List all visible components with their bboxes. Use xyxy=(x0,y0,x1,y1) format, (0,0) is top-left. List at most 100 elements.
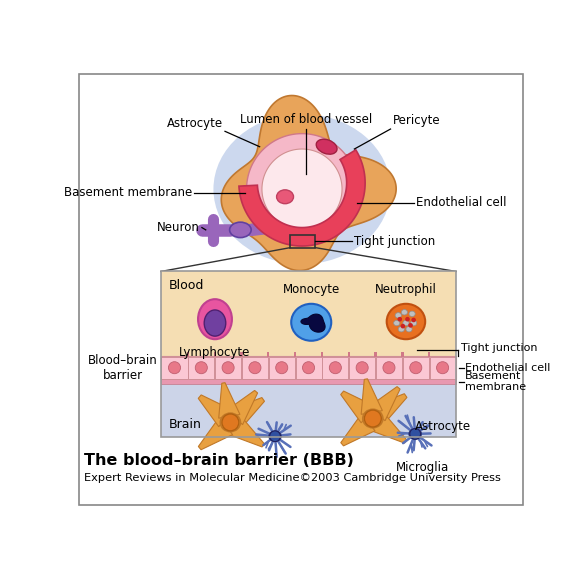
Bar xyxy=(161,271,456,437)
Ellipse shape xyxy=(437,362,448,374)
Bar xyxy=(188,357,214,379)
Ellipse shape xyxy=(410,320,417,326)
Text: Tight junction: Tight junction xyxy=(461,343,537,353)
Bar xyxy=(430,357,456,379)
Text: Blood: Blood xyxy=(169,279,204,292)
Polygon shape xyxy=(372,413,407,443)
Text: Blood–brain
barrier: Blood–brain barrier xyxy=(88,354,158,382)
Text: Tight junction: Tight junction xyxy=(355,235,436,248)
Text: Endothelial cell: Endothelial cell xyxy=(416,196,507,209)
Circle shape xyxy=(410,429,420,439)
Circle shape xyxy=(408,323,413,328)
Polygon shape xyxy=(198,418,232,450)
Circle shape xyxy=(411,318,416,322)
Ellipse shape xyxy=(383,362,395,374)
Text: Lymphocyte: Lymphocyte xyxy=(179,346,251,359)
Ellipse shape xyxy=(276,362,288,374)
Polygon shape xyxy=(247,134,357,245)
Bar xyxy=(348,352,350,357)
Text: Brain: Brain xyxy=(169,418,202,431)
Ellipse shape xyxy=(406,327,412,332)
Bar xyxy=(375,352,377,357)
Bar xyxy=(295,357,322,379)
Bar xyxy=(161,379,456,384)
Polygon shape xyxy=(230,397,265,428)
Ellipse shape xyxy=(316,139,337,154)
Bar xyxy=(214,352,216,357)
Text: Monocyte: Monocyte xyxy=(282,283,340,296)
Bar xyxy=(403,357,429,379)
Polygon shape xyxy=(219,383,240,418)
Circle shape xyxy=(405,317,410,321)
Text: Expert Reviews in Molecular Medicine©2003 Cambridge University Press: Expert Reviews in Molecular Medicine©200… xyxy=(84,473,501,483)
Circle shape xyxy=(222,414,239,431)
Text: Astrocyte: Astrocyte xyxy=(415,419,471,433)
Bar xyxy=(376,357,402,379)
Ellipse shape xyxy=(204,310,226,336)
Polygon shape xyxy=(239,150,365,246)
Ellipse shape xyxy=(276,190,294,204)
Polygon shape xyxy=(226,390,258,425)
Bar xyxy=(161,357,187,379)
Ellipse shape xyxy=(269,431,281,441)
Bar xyxy=(294,352,296,357)
Bar xyxy=(161,356,456,379)
Ellipse shape xyxy=(329,362,342,374)
Ellipse shape xyxy=(395,313,402,318)
Polygon shape xyxy=(198,395,232,426)
Ellipse shape xyxy=(402,310,407,315)
Polygon shape xyxy=(372,394,407,424)
Ellipse shape xyxy=(398,327,404,332)
Polygon shape xyxy=(221,95,396,271)
Bar xyxy=(161,271,456,356)
Polygon shape xyxy=(341,414,375,446)
Polygon shape xyxy=(340,391,375,423)
Polygon shape xyxy=(361,379,382,414)
Ellipse shape xyxy=(222,362,234,374)
Text: Lumen of blood vessel: Lumen of blood vessel xyxy=(239,113,372,126)
Polygon shape xyxy=(230,417,264,447)
Bar xyxy=(161,384,456,437)
Bar xyxy=(349,357,375,379)
Circle shape xyxy=(397,317,402,321)
Bar xyxy=(267,352,269,357)
Ellipse shape xyxy=(409,429,421,439)
Bar xyxy=(240,352,242,357)
Ellipse shape xyxy=(409,311,415,317)
Bar xyxy=(269,357,295,379)
Polygon shape xyxy=(301,314,325,332)
Ellipse shape xyxy=(230,222,251,238)
Ellipse shape xyxy=(198,299,232,339)
Ellipse shape xyxy=(195,362,207,374)
Circle shape xyxy=(400,324,405,328)
Ellipse shape xyxy=(363,409,383,428)
Circle shape xyxy=(365,410,382,427)
Text: Pericyte: Pericyte xyxy=(393,114,440,127)
Ellipse shape xyxy=(220,413,241,432)
Ellipse shape xyxy=(214,114,390,264)
Bar xyxy=(322,357,348,379)
Text: Endothelial cell: Endothelial cell xyxy=(465,363,551,372)
Ellipse shape xyxy=(410,362,422,374)
Polygon shape xyxy=(262,149,342,229)
Bar xyxy=(402,352,403,357)
Text: Neuron: Neuron xyxy=(157,221,200,234)
Text: Basement membrane: Basement membrane xyxy=(63,187,192,199)
Bar xyxy=(428,352,430,357)
Ellipse shape xyxy=(394,320,400,326)
Polygon shape xyxy=(369,386,400,421)
Ellipse shape xyxy=(291,304,331,341)
Ellipse shape xyxy=(387,304,425,339)
Text: Basement
membrane: Basement membrane xyxy=(465,371,527,392)
Bar xyxy=(215,357,241,379)
Text: The blood–brain barrier (BBB): The blood–brain barrier (BBB) xyxy=(84,453,354,468)
Ellipse shape xyxy=(302,362,315,374)
Text: Microglia: Microglia xyxy=(396,461,450,474)
Circle shape xyxy=(269,431,281,442)
Ellipse shape xyxy=(356,362,368,374)
Bar xyxy=(242,357,268,379)
Text: Astrocyte: Astrocyte xyxy=(167,117,224,130)
Bar xyxy=(321,352,323,357)
Ellipse shape xyxy=(249,362,261,374)
Ellipse shape xyxy=(403,320,409,326)
